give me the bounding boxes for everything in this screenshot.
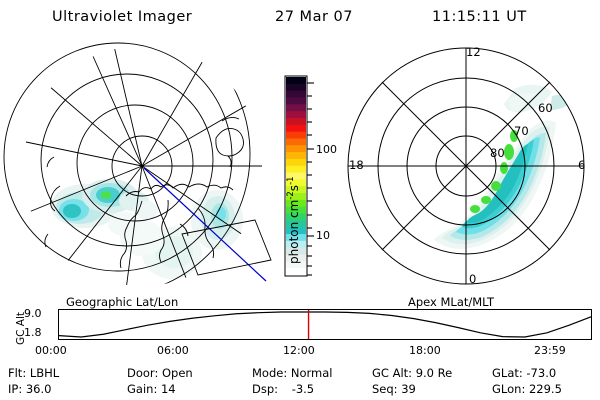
colorbar-band xyxy=(286,158,306,167)
orbit-altitude-plot xyxy=(58,309,592,340)
geographic-lat-grid xyxy=(3,42,262,286)
status-key-door: Door: xyxy=(127,366,159,380)
status-value-glat: -73.0 xyxy=(526,366,557,380)
status-key-glat: GLat: xyxy=(492,366,523,380)
colorbar-swatches xyxy=(286,77,306,276)
status-key-glon: GLon: xyxy=(492,382,526,396)
geographic-lon-grid xyxy=(23,46,262,286)
colorbar-band xyxy=(286,124,306,133)
status-value-ip: 36.0 xyxy=(25,382,52,396)
apex-plot-svg xyxy=(347,47,585,285)
colorbar-band xyxy=(286,83,306,92)
status-key-ip: IP: xyxy=(8,382,23,396)
colorbar-exponent-2: -1 xyxy=(286,176,296,185)
mlt-label-18: 18 xyxy=(349,158,364,172)
colorbar-unit-s: s xyxy=(287,184,301,192)
status-value-mode: Normal xyxy=(290,366,333,380)
status-key-gcalt: GC Alt: xyxy=(372,366,413,380)
colorbar-band xyxy=(286,77,306,85)
colorbar-band xyxy=(286,247,306,256)
terminator-line xyxy=(143,167,267,282)
colorbar-band xyxy=(286,90,306,99)
orbit-xtick-4: 23:59 xyxy=(534,344,566,357)
instrument-title: Ultraviolet Imager xyxy=(52,9,193,25)
fov-box xyxy=(181,219,272,276)
colorbar-tick-10: 10 xyxy=(316,229,330,242)
observation-time: 11:15:11 UT xyxy=(432,9,527,25)
mlat-label-70: 70 xyxy=(514,124,529,138)
status-value-glon: 229.5 xyxy=(528,382,562,396)
colorbar-band xyxy=(286,213,306,221)
colorbar-band xyxy=(286,117,306,126)
right-panel-caption: Apex MLat/MLT xyxy=(408,295,495,309)
status-key-dsp: Dsp: xyxy=(252,382,279,396)
status-key-gain: Gain: xyxy=(127,382,158,396)
colorbar-band xyxy=(286,111,306,119)
colorbar-band xyxy=(286,145,306,153)
coastlines xyxy=(44,116,244,269)
orbit-altitude-trace xyxy=(58,311,592,338)
geographic-image-panel xyxy=(3,38,272,293)
aurora-emission-right xyxy=(434,84,574,249)
apex-image-panel xyxy=(338,40,590,292)
colorbar-band xyxy=(286,152,306,160)
orbit-xtick-1: 06:00 xyxy=(157,344,189,357)
orbit-ytick-high: 9.0 xyxy=(24,307,42,320)
colorbar-band xyxy=(286,179,306,187)
colorbar-svg xyxy=(284,75,314,277)
orbit-plot-svg xyxy=(58,309,592,340)
colorbar-group xyxy=(270,70,350,285)
status-key-seq: Seq: xyxy=(372,382,398,396)
colorbar-band xyxy=(286,261,306,269)
colorbar-band xyxy=(286,227,306,235)
mlat-label-60: 60 xyxy=(538,101,553,115)
orbit-xtick-3: 18:00 xyxy=(409,344,441,357)
colorbar-band xyxy=(286,240,306,249)
left-panel-caption: Geographic Lat/Lon xyxy=(66,295,179,309)
colorbar-band xyxy=(286,268,306,276)
orbit-xtick-0: 00:00 xyxy=(35,344,67,357)
status-key-flt: Flt: xyxy=(8,366,27,380)
colorbar-band xyxy=(286,193,306,201)
observation-date: 27 Mar 07 xyxy=(275,9,353,25)
colorbar-band xyxy=(286,165,306,174)
colorbar-band xyxy=(286,234,306,242)
colorbar-band xyxy=(286,97,306,105)
orbit-xtick-2: 12:00 xyxy=(283,344,315,357)
status-key-mode: Mode: xyxy=(252,366,288,380)
colorbar-exponent-1: -2 xyxy=(286,191,296,200)
colorbar-band xyxy=(286,186,306,194)
colorbar-band xyxy=(286,254,306,262)
colorbar-band xyxy=(286,138,306,146)
status-value-gain: 14 xyxy=(160,382,176,396)
mlt-label-0: 0 xyxy=(469,272,477,286)
geographic-plot-svg xyxy=(3,42,272,286)
colorbar-band xyxy=(286,131,306,140)
colorbar-band xyxy=(286,172,306,181)
status-value-flt: LBHL xyxy=(29,366,60,380)
orbit-plot-frame xyxy=(58,309,592,340)
colorbar-unit-photon: photon cm xyxy=(287,199,301,264)
colorbar-ticks xyxy=(307,82,314,276)
colorbar-band xyxy=(286,104,306,112)
status-value-dsp: -3.5 xyxy=(291,382,315,396)
mlt-label-6: 6 xyxy=(578,158,586,172)
colorbar-band xyxy=(286,220,306,228)
mlt-label-12: 12 xyxy=(466,45,481,59)
orbit-ytick-low: 1.8 xyxy=(24,326,42,339)
mlt-spokes xyxy=(348,48,584,284)
mlat-label-80: 80 xyxy=(490,146,505,160)
status-value-gcalt: 9.0 Re xyxy=(415,366,453,380)
colorbar-tick-100: 100 xyxy=(316,143,337,156)
status-value-seq: 39 xyxy=(401,382,416,396)
colorbar-band xyxy=(286,206,306,215)
colorbar-band xyxy=(286,199,306,208)
status-value-door: Open xyxy=(161,366,193,380)
